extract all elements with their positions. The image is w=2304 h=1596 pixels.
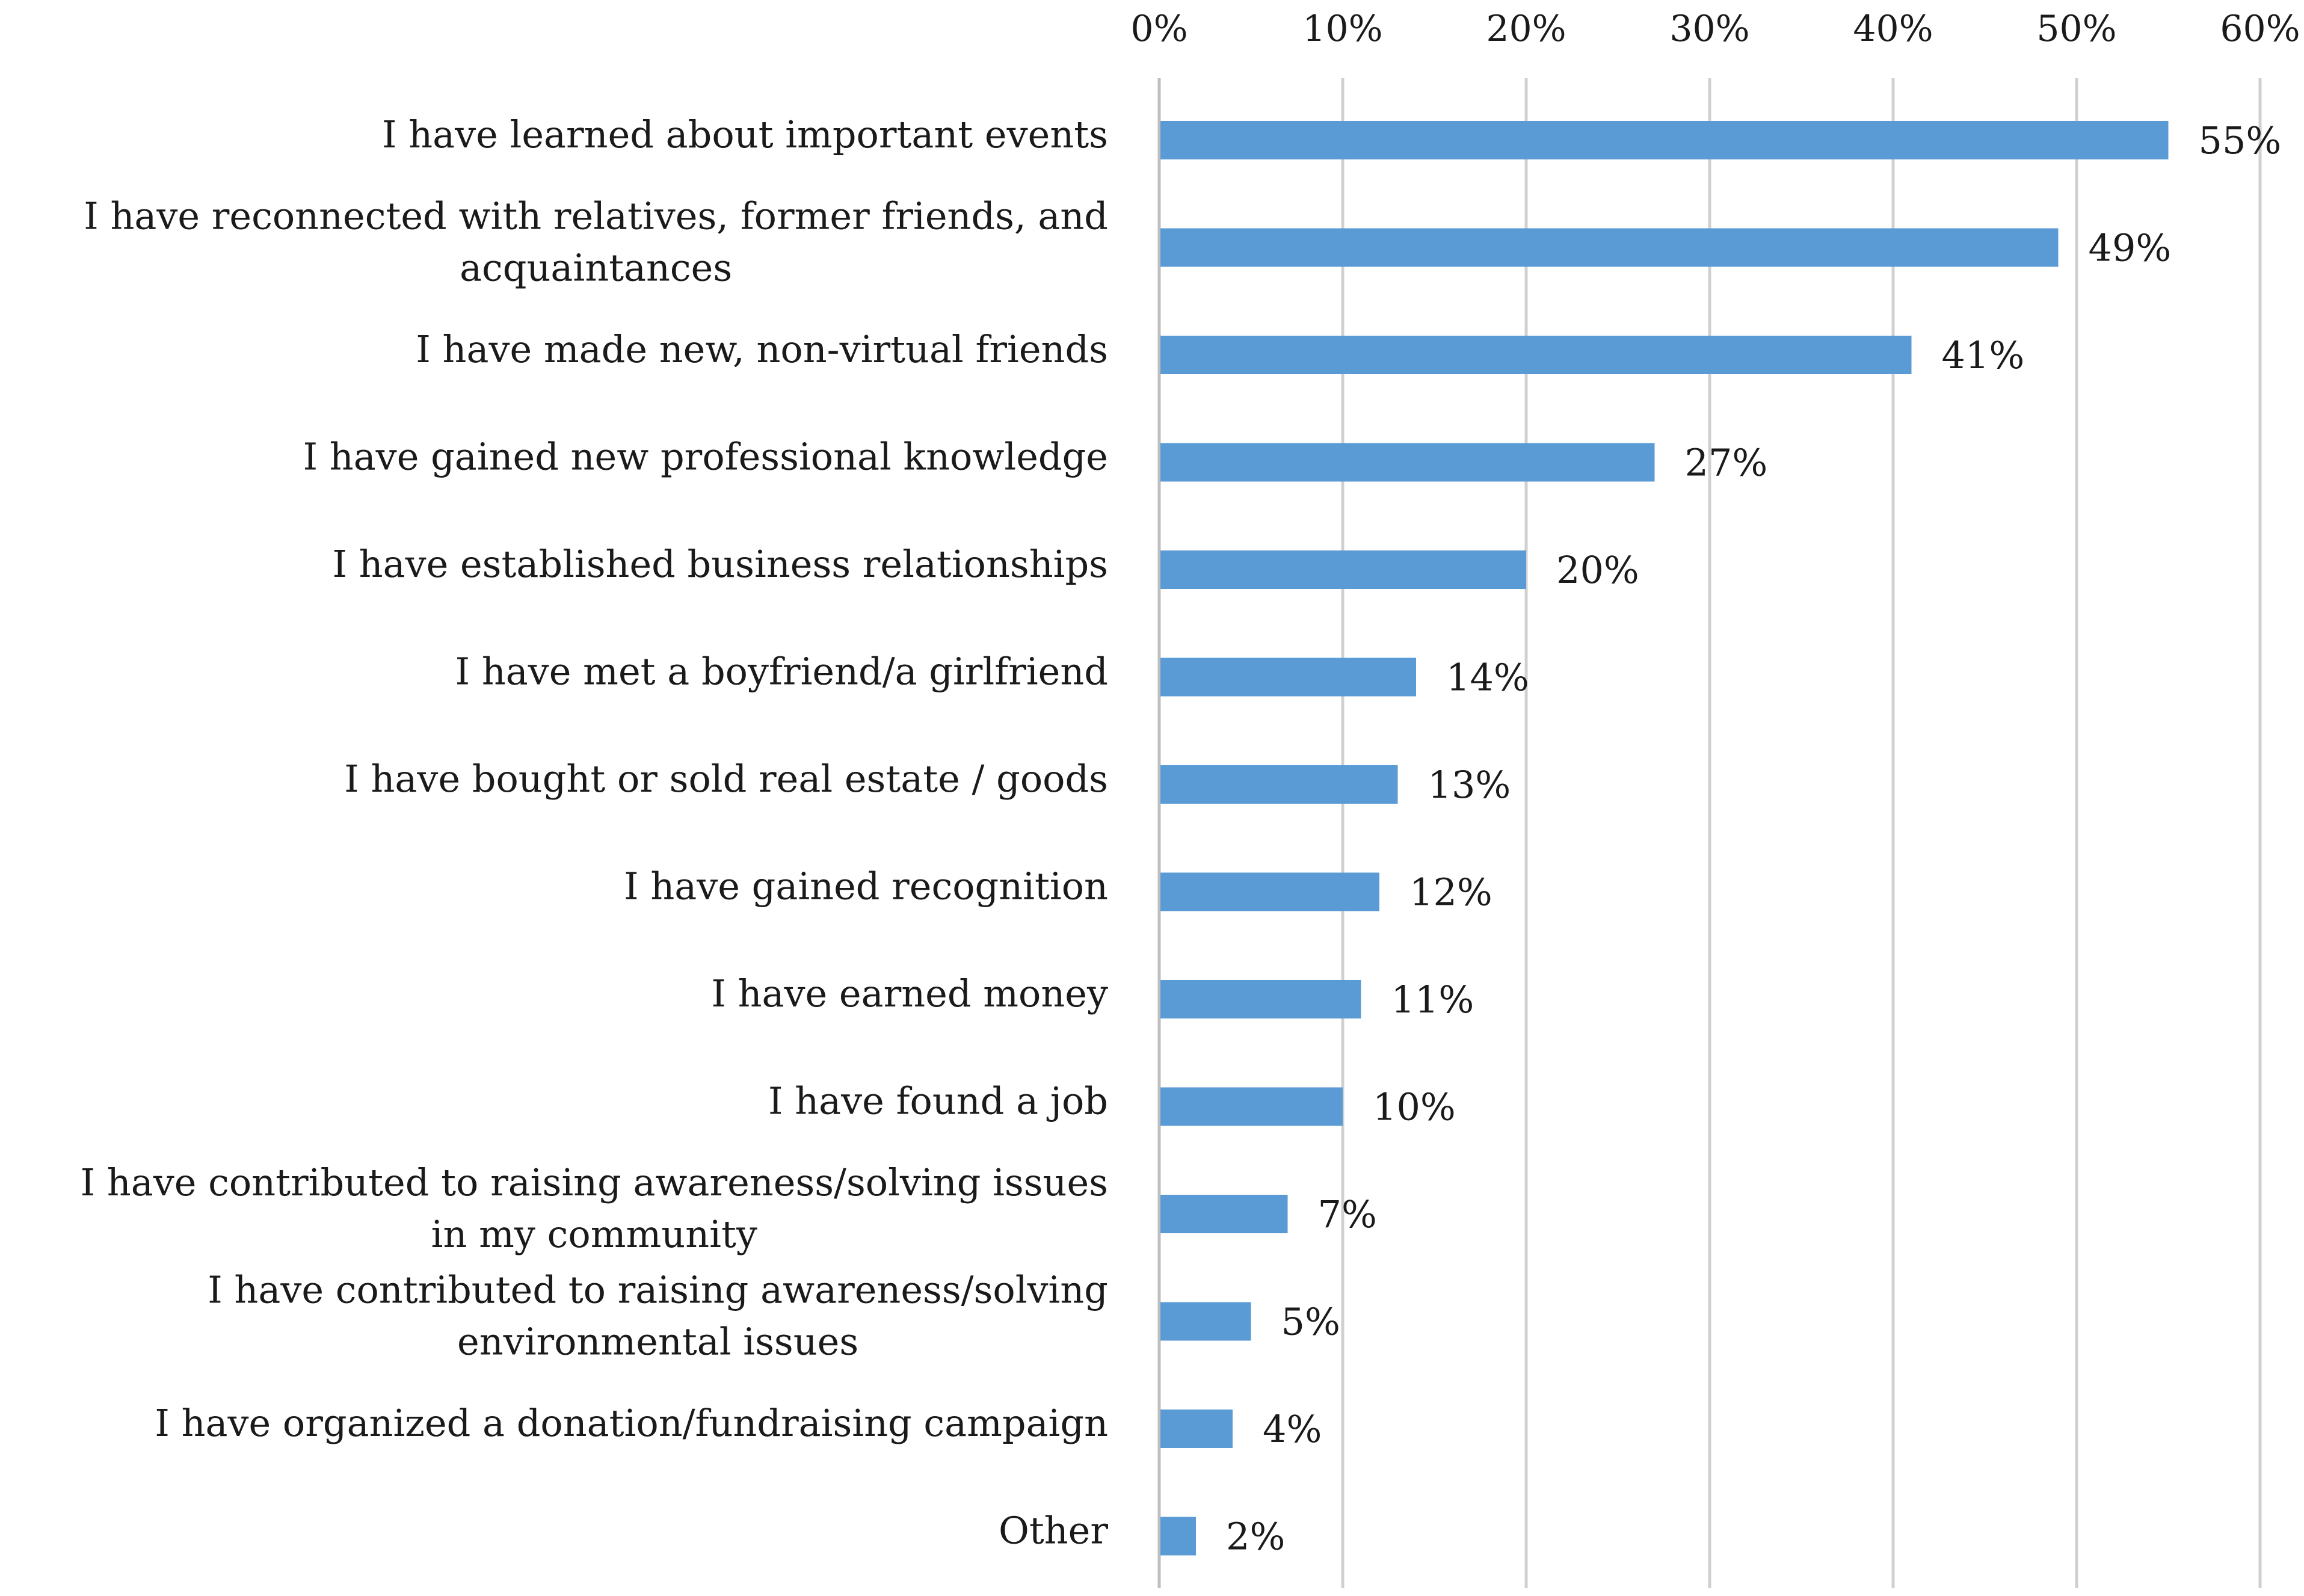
data-label-13: 2% <box>1226 1515 1285 1559</box>
x-tick-label-60: 60% <box>2220 8 2300 50</box>
data-label-2: 41% <box>1942 333 2025 377</box>
category-label-0: I have learned about important events <box>382 112 1108 156</box>
data-label-12: 4% <box>1263 1407 1322 1451</box>
category-label-10-line-0: I have contributed to raising awareness/… <box>81 1160 1108 1204</box>
x-tick-label-30: 30% <box>1669 8 1749 50</box>
category-label-8: I have earned money <box>711 972 1108 1015</box>
category-label-5: I have met a boyfriend/a girlfriend <box>455 650 1108 694</box>
category-label-3: I have gained new professional knowledge <box>303 435 1108 479</box>
category-label-6: I have bought or sold real estate / good… <box>344 757 1108 801</box>
data-label-8: 11% <box>1391 978 1474 1021</box>
bars <box>1160 121 2169 1556</box>
bar-0 <box>1160 121 2169 159</box>
x-axis-ticks: 0% 10% 20% 30% 40% 50% 60% <box>1130 8 2300 50</box>
bar-13 <box>1160 1517 1196 1556</box>
bar-7 <box>1160 872 1379 911</box>
category-label-11-line-1: environmental issues <box>457 1320 858 1364</box>
category-label-9: I have found a job <box>768 1079 1108 1123</box>
x-tick-label-10: 10% <box>1302 8 1382 50</box>
gridlines <box>1157 78 2262 1588</box>
bar-11 <box>1160 1302 1251 1341</box>
x-tick-label-20: 20% <box>1486 8 1566 50</box>
category-label-10-line-1: in my community <box>431 1212 757 1256</box>
category-label-12: I have organized a donation/fundraising … <box>155 1401 1108 1445</box>
data-label-6: 13% <box>1428 763 1511 807</box>
data-label-10: 7% <box>1318 1192 1377 1236</box>
category-label-1-line-1: acquaintances <box>460 246 732 290</box>
data-label-9: 10% <box>1373 1085 1456 1129</box>
category-label-4: I have established business relationship… <box>332 542 1108 586</box>
x-tick-label-50: 50% <box>2036 8 2116 50</box>
bar-12 <box>1160 1410 1233 1448</box>
bar-3 <box>1160 443 1655 482</box>
bar-8 <box>1160 980 1361 1018</box>
bar-2 <box>1160 336 1912 374</box>
x-tick-label-0: 0% <box>1130 8 1187 50</box>
data-labels: 55% 49% 41% 27% 20% 14% 13% 12% 11% 10% 7% 5% 4% 2% <box>1226 119 2281 1559</box>
bar-6 <box>1160 765 1398 804</box>
category-labels: I have learned about important events I h… <box>81 112 1109 1553</box>
category-label-1-line-0: I have reconnected with relatives, forme… <box>84 194 1108 238</box>
data-label-11: 5% <box>1281 1300 1340 1344</box>
category-label-2: I have made new, non-virtual friends <box>416 327 1108 371</box>
bar-9 <box>1160 1087 1343 1126</box>
data-label-5: 14% <box>1446 656 1529 700</box>
data-label-4: 20% <box>1556 548 1639 592</box>
bar-10 <box>1160 1195 1288 1233</box>
x-tick-label-40: 40% <box>1853 8 1933 50</box>
bar-4 <box>1160 550 1526 589</box>
category-label-7: I have gained recognition <box>624 864 1108 908</box>
data-label-0: 55% <box>2199 119 2282 162</box>
bar-5 <box>1160 658 1416 697</box>
category-label-11-line-0: I have contributed to raising awareness/… <box>208 1268 1108 1312</box>
data-label-1: 49% <box>2089 226 2172 270</box>
data-label-3: 27% <box>1685 441 1768 485</box>
bar-1 <box>1160 228 2059 267</box>
category-label-13: Other <box>999 1509 1108 1553</box>
data-label-7: 12% <box>1409 870 1492 914</box>
